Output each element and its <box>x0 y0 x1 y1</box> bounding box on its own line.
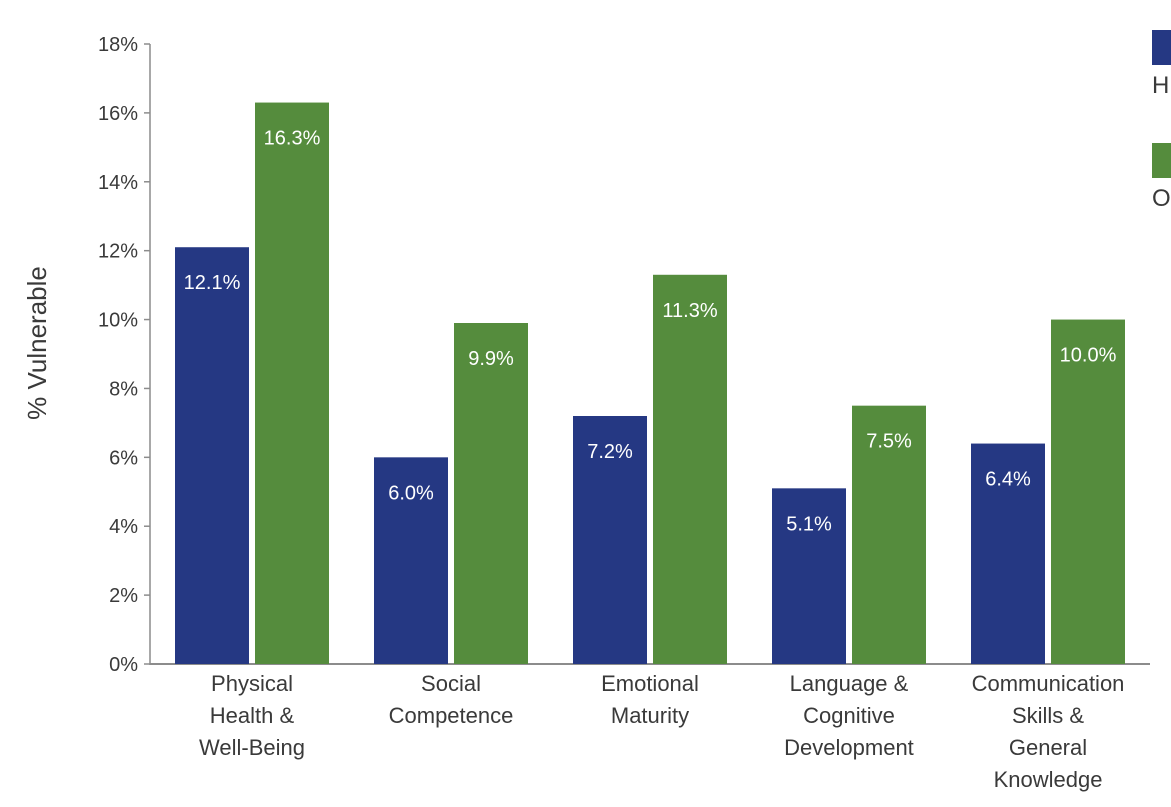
data-label: 6.4% <box>985 469 1031 491</box>
legend-swatch <box>1152 30 1171 65</box>
data-label: 16.3% <box>264 128 321 150</box>
legend: HO <box>1152 30 1171 212</box>
bar <box>772 488 846 664</box>
y-tick-label: 14% <box>98 172 138 194</box>
data-label: 5.1% <box>786 513 832 535</box>
x-tick-label: Communication <box>972 671 1125 696</box>
y-tick-label: 8% <box>109 378 138 400</box>
y-tick-label: 0% <box>109 654 138 676</box>
data-label: 12.1% <box>184 272 241 294</box>
bar <box>175 247 249 664</box>
x-tick-label: Knowledge <box>994 767 1103 792</box>
x-tick-label: Development <box>784 735 914 760</box>
y-tick-label: 10% <box>98 310 138 332</box>
bar <box>573 416 647 664</box>
data-label: 7.2% <box>587 441 633 463</box>
x-tick-label: Social <box>421 671 481 696</box>
bar <box>971 443 1045 664</box>
legend-swatch <box>1152 143 1171 178</box>
x-tick-label: Well-Being <box>199 735 305 760</box>
y-tick-label: 6% <box>109 447 138 469</box>
y-tick-label: 16% <box>98 103 138 125</box>
x-tick-label: Emotional <box>601 671 699 696</box>
y-tick-label: 4% <box>109 516 138 538</box>
x-tick-label: General <box>1009 735 1087 760</box>
x-tick-label: Physical <box>211 671 293 696</box>
x-tick-label: Cognitive <box>803 703 895 728</box>
category-labels: Physical Health & Well-Being Social Competen… <box>199 671 1124 792</box>
x-tick-label: Competence <box>389 703 514 728</box>
legend-label: H <box>1152 72 1169 99</box>
data-label: 10.0% <box>1060 345 1117 367</box>
bar <box>374 457 448 664</box>
bar <box>653 274 727 664</box>
x-tick-label: Skills & <box>1012 703 1084 728</box>
y-tick-label: 2% <box>109 585 138 607</box>
y-tick-label: 18% <box>98 34 138 56</box>
bar <box>1051 319 1125 664</box>
bar <box>454 323 528 664</box>
data-label: 6.0% <box>388 482 434 504</box>
data-label: 7.5% <box>866 431 912 453</box>
y-axis-label: % Vulnerable <box>22 266 52 420</box>
bar <box>852 405 926 664</box>
bar <box>255 102 329 665</box>
x-tick-label: Language & <box>790 671 909 696</box>
x-tick-label: Maturity <box>611 703 689 728</box>
data-label: 11.3% <box>662 300 717 322</box>
bars <box>175 102 1125 665</box>
x-tick-label: Health & <box>210 703 295 728</box>
y-tick-label: 12% <box>98 241 138 263</box>
data-label: 9.9% <box>468 348 514 370</box>
value-labels: 12.1% 6.0% 7.2% 5.1% 6.4% 16.3% 9.9% 11.3% 7.5% 1… <box>184 128 1117 536</box>
legend-label: O <box>1152 185 1171 212</box>
